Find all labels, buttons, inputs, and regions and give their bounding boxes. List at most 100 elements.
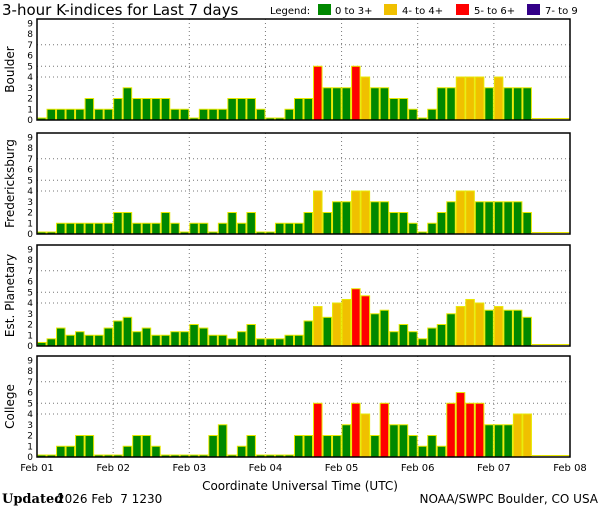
bar: [170, 222, 180, 235]
bar: [522, 316, 532, 347]
panel-frame: [36, 355, 571, 458]
credit: NOAA/SWPC Boulder, CO USA: [420, 492, 599, 506]
panel-ylabel: College: [3, 384, 17, 429]
bar: [522, 212, 532, 235]
bar: [160, 212, 171, 235]
bar: [103, 108, 114, 121]
bar: [446, 87, 456, 121]
bar: [274, 338, 285, 347]
y-tick-label: 1: [27, 219, 33, 229]
panel-ylabel: Fredericksburg: [3, 139, 17, 228]
bar: [179, 108, 190, 121]
y-tick-label: 3: [27, 310, 33, 320]
bar: [512, 413, 523, 458]
bar: [446, 402, 456, 458]
bar: [236, 331, 247, 347]
x-axis-label: Coordinate Universal Time (UTC): [202, 479, 398, 493]
bar: [151, 98, 161, 121]
bar: [493, 76, 504, 121]
y-tick-label: 7: [27, 41, 33, 51]
bar: [389, 331, 399, 347]
bar: [465, 76, 475, 121]
legend-item-3: 7- to 9: [545, 6, 578, 17]
bar: [360, 190, 371, 235]
bar: [493, 424, 504, 458]
bar: [94, 334, 104, 347]
bar: [493, 306, 504, 347]
bar: [217, 424, 228, 458]
bar: [122, 87, 133, 121]
chart-title: 3-hour K-indices for Last 7 days: [2, 1, 238, 19]
bar: [141, 222, 152, 235]
panel-ylabel: Est. Planetary: [3, 254, 17, 337]
bar: [151, 445, 161, 458]
bar: [122, 316, 133, 347]
bar: [322, 87, 333, 121]
legend-label: Legend:: [270, 6, 310, 17]
bar: [379, 201, 390, 235]
bar: [455, 392, 466, 458]
bar: [170, 331, 180, 347]
bar: [322, 316, 333, 347]
y-tick-label: 9: [27, 133, 33, 143]
y-tick-label: 7: [27, 267, 33, 277]
bar: [274, 222, 285, 235]
y-tick-label: 6: [27, 278, 33, 288]
y-tick-label: 5: [27, 399, 33, 409]
panel-frame: [36, 132, 571, 235]
y-tick-label: 8: [27, 144, 33, 154]
bar: [455, 190, 466, 235]
bar: [56, 222, 66, 235]
y-tick-label: 5: [27, 288, 33, 298]
bar: [65, 334, 76, 347]
bar: [360, 413, 371, 458]
bar: [322, 435, 333, 458]
bar: [379, 309, 390, 347]
bar: [398, 324, 409, 347]
bar: [198, 108, 209, 121]
bar: [436, 445, 447, 458]
bar: [408, 222, 418, 235]
bar: [217, 334, 228, 347]
bar: [474, 201, 485, 235]
bar: [370, 313, 380, 347]
bar: [351, 190, 361, 235]
bar: [379, 87, 390, 121]
y-tick-label: 0: [27, 453, 33, 463]
bar: [332, 435, 342, 458]
bar: [198, 327, 209, 347]
updated-value: 2026 Feb 7 1230: [57, 492, 162, 506]
bar: [408, 435, 418, 458]
x-tick-label: Feb 04: [249, 463, 283, 474]
bar: [446, 313, 456, 347]
bar: [474, 76, 485, 121]
bar: [389, 212, 399, 235]
bar: [408, 108, 418, 121]
bar: [284, 334, 294, 347]
y-tick-label: 2: [27, 321, 33, 331]
bar: [284, 222, 294, 235]
bar: [236, 222, 247, 235]
bar: [484, 309, 494, 347]
bar: [255, 338, 266, 347]
bar: [351, 402, 361, 458]
bar: [341, 298, 352, 347]
bar: [46, 108, 57, 121]
y-tick-label: 7: [27, 378, 33, 388]
x-tick-label: Feb 02: [96, 463, 130, 474]
bar: [227, 98, 237, 121]
y-tick-label: 3: [27, 84, 33, 94]
bar: [189, 324, 199, 347]
updated-label: Updated: [2, 492, 63, 507]
legend-swatch-purple: [527, 4, 540, 15]
panel-ylabel: Boulder: [3, 46, 17, 93]
bar: [132, 222, 142, 235]
bar: [103, 222, 114, 235]
bar: [132, 98, 142, 121]
y-tick-label: 2: [27, 95, 33, 105]
y-tick-label: 5: [27, 176, 33, 186]
bar: [512, 309, 523, 347]
bar: [455, 76, 466, 121]
